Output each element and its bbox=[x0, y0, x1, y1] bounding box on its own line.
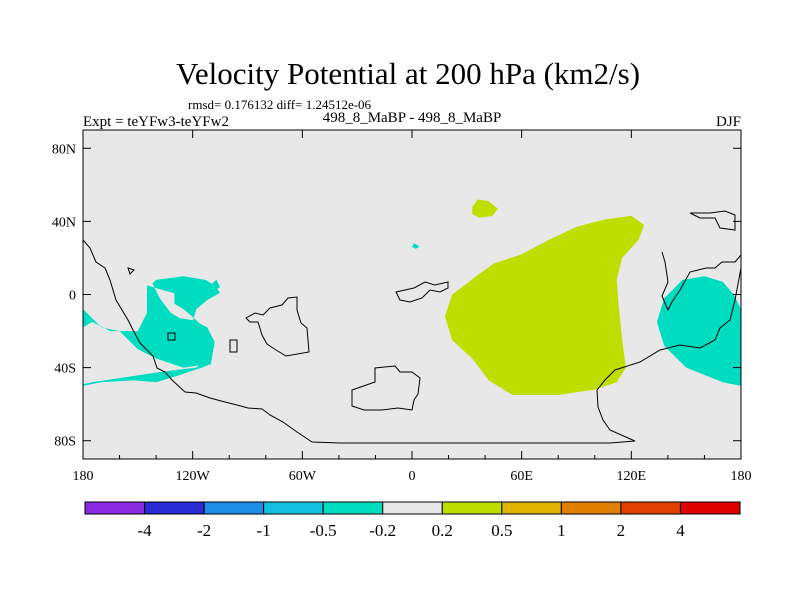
colorbar-swatch bbox=[441, 501, 503, 515]
colorbar-label: 0.2 bbox=[432, 521, 453, 540]
coastline-northern-america-east bbox=[689, 210, 736, 231]
colorbar-label: -0.2 bbox=[369, 521, 396, 540]
stats-label: rmsd= 0.176132 diff= 1.24512e-06 bbox=[188, 97, 372, 112]
anomaly-negative-east-pacific bbox=[83, 276, 221, 386]
center-label: 498_8_MaBP - 498_8_MaBP bbox=[323, 110, 502, 126]
colorbar-label: 0.5 bbox=[491, 521, 512, 540]
colorbar-swatch bbox=[203, 501, 265, 515]
y-tick-label: 80S bbox=[54, 435, 76, 450]
colorbar-label: 2 bbox=[617, 521, 626, 540]
colorbar-swatch bbox=[501, 501, 562, 515]
coastlines bbox=[82, 210, 742, 444]
colorbar-label: 1 bbox=[557, 521, 566, 540]
x-tick-label: 120W bbox=[176, 469, 211, 484]
colorbar: -4 -2 -1 -0.5 -0.2 0.2 0.5 1 2 4 bbox=[84, 501, 741, 540]
coastline-pacific-islands bbox=[661, 251, 742, 312]
x-tick-label: 60E bbox=[510, 469, 533, 484]
y-tick-label: 40N bbox=[52, 215, 76, 230]
experiment-label: Expt = teYFw3-teYFw2 bbox=[83, 114, 229, 130]
x-tick-label: 180 bbox=[73, 469, 94, 484]
y-tick-label: 80N bbox=[52, 142, 76, 157]
colorbar-swatch bbox=[322, 501, 384, 515]
x-tick-label: 0 bbox=[409, 469, 416, 484]
colorbar-label: -2 bbox=[197, 521, 211, 540]
season-label: DJF bbox=[716, 114, 741, 130]
colorbar-swatch bbox=[620, 501, 681, 515]
anomaly-positive-africa-indian-ocean bbox=[444, 215, 645, 395]
x-tick-label: 120E bbox=[617, 469, 647, 484]
anomaly-regions bbox=[83, 199, 741, 395]
colorbar-label: -4 bbox=[137, 521, 152, 540]
anomaly-negative-small-atlantic bbox=[412, 243, 420, 249]
coastline-island-south bbox=[351, 365, 421, 411]
anomaly-negative-west-pacific bbox=[656, 276, 741, 386]
x-tick-label: 60W bbox=[289, 469, 317, 484]
colorbar-label: -0.5 bbox=[310, 521, 337, 540]
colorbar-swatch bbox=[382, 501, 443, 515]
chart-title: Velocity Potential at 200 hPa (km2/s) bbox=[176, 56, 640, 91]
y-tick-label: 0 bbox=[69, 289, 76, 304]
colorbar-swatch bbox=[679, 501, 741, 515]
colorbar-label: 4 bbox=[676, 521, 685, 540]
colorbar-swatch bbox=[263, 501, 324, 515]
coastline-small-west bbox=[127, 267, 238, 353]
colorbar-swatch bbox=[144, 501, 205, 515]
axis-ticks: 180 120W 60W 0 60E 120E 180 80N 40N 0 40S 80S bbox=[52, 130, 752, 484]
x-tick-label: 180 bbox=[731, 469, 752, 484]
colorbar-label: -1 bbox=[257, 521, 271, 540]
coastline-south-america bbox=[82, 239, 742, 444]
colorbar-swatch bbox=[560, 501, 622, 515]
map-plot-area: 180 120W 60W 0 60E 120E 180 80N 40N 0 40S 80S bbox=[52, 129, 752, 484]
anomaly-positive-small-northeast-africa bbox=[472, 199, 498, 218]
colorbar-swatch bbox=[84, 501, 146, 515]
y-tick-label: 40S bbox=[54, 362, 76, 377]
coastline-equatorial-island bbox=[395, 281, 449, 303]
coastline-africa-fragment bbox=[245, 296, 310, 357]
